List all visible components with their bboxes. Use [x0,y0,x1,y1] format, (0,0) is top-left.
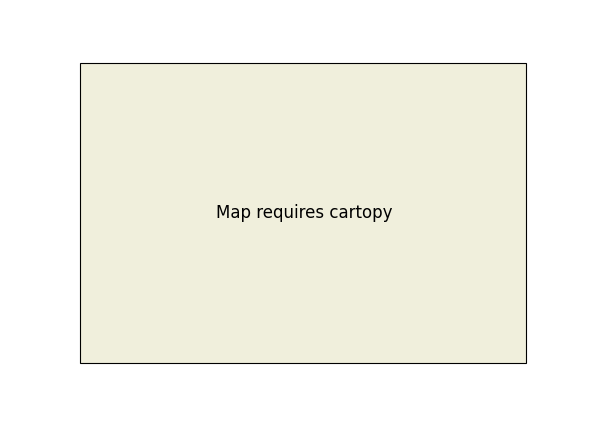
Text: Map requires cartopy: Map requires cartopy [217,204,393,222]
